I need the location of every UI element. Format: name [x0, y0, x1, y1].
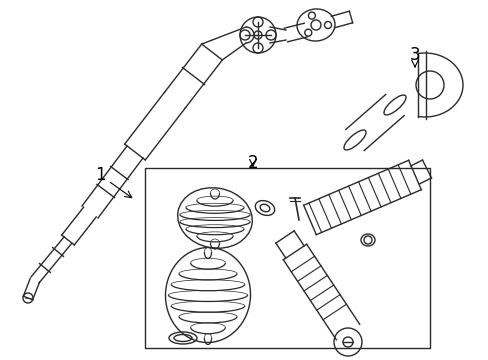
- Bar: [145, 168, 429, 348]
- Text: 3: 3: [409, 46, 420, 67]
- Text: 2: 2: [247, 154, 258, 172]
- Text: 1: 1: [95, 166, 131, 198]
